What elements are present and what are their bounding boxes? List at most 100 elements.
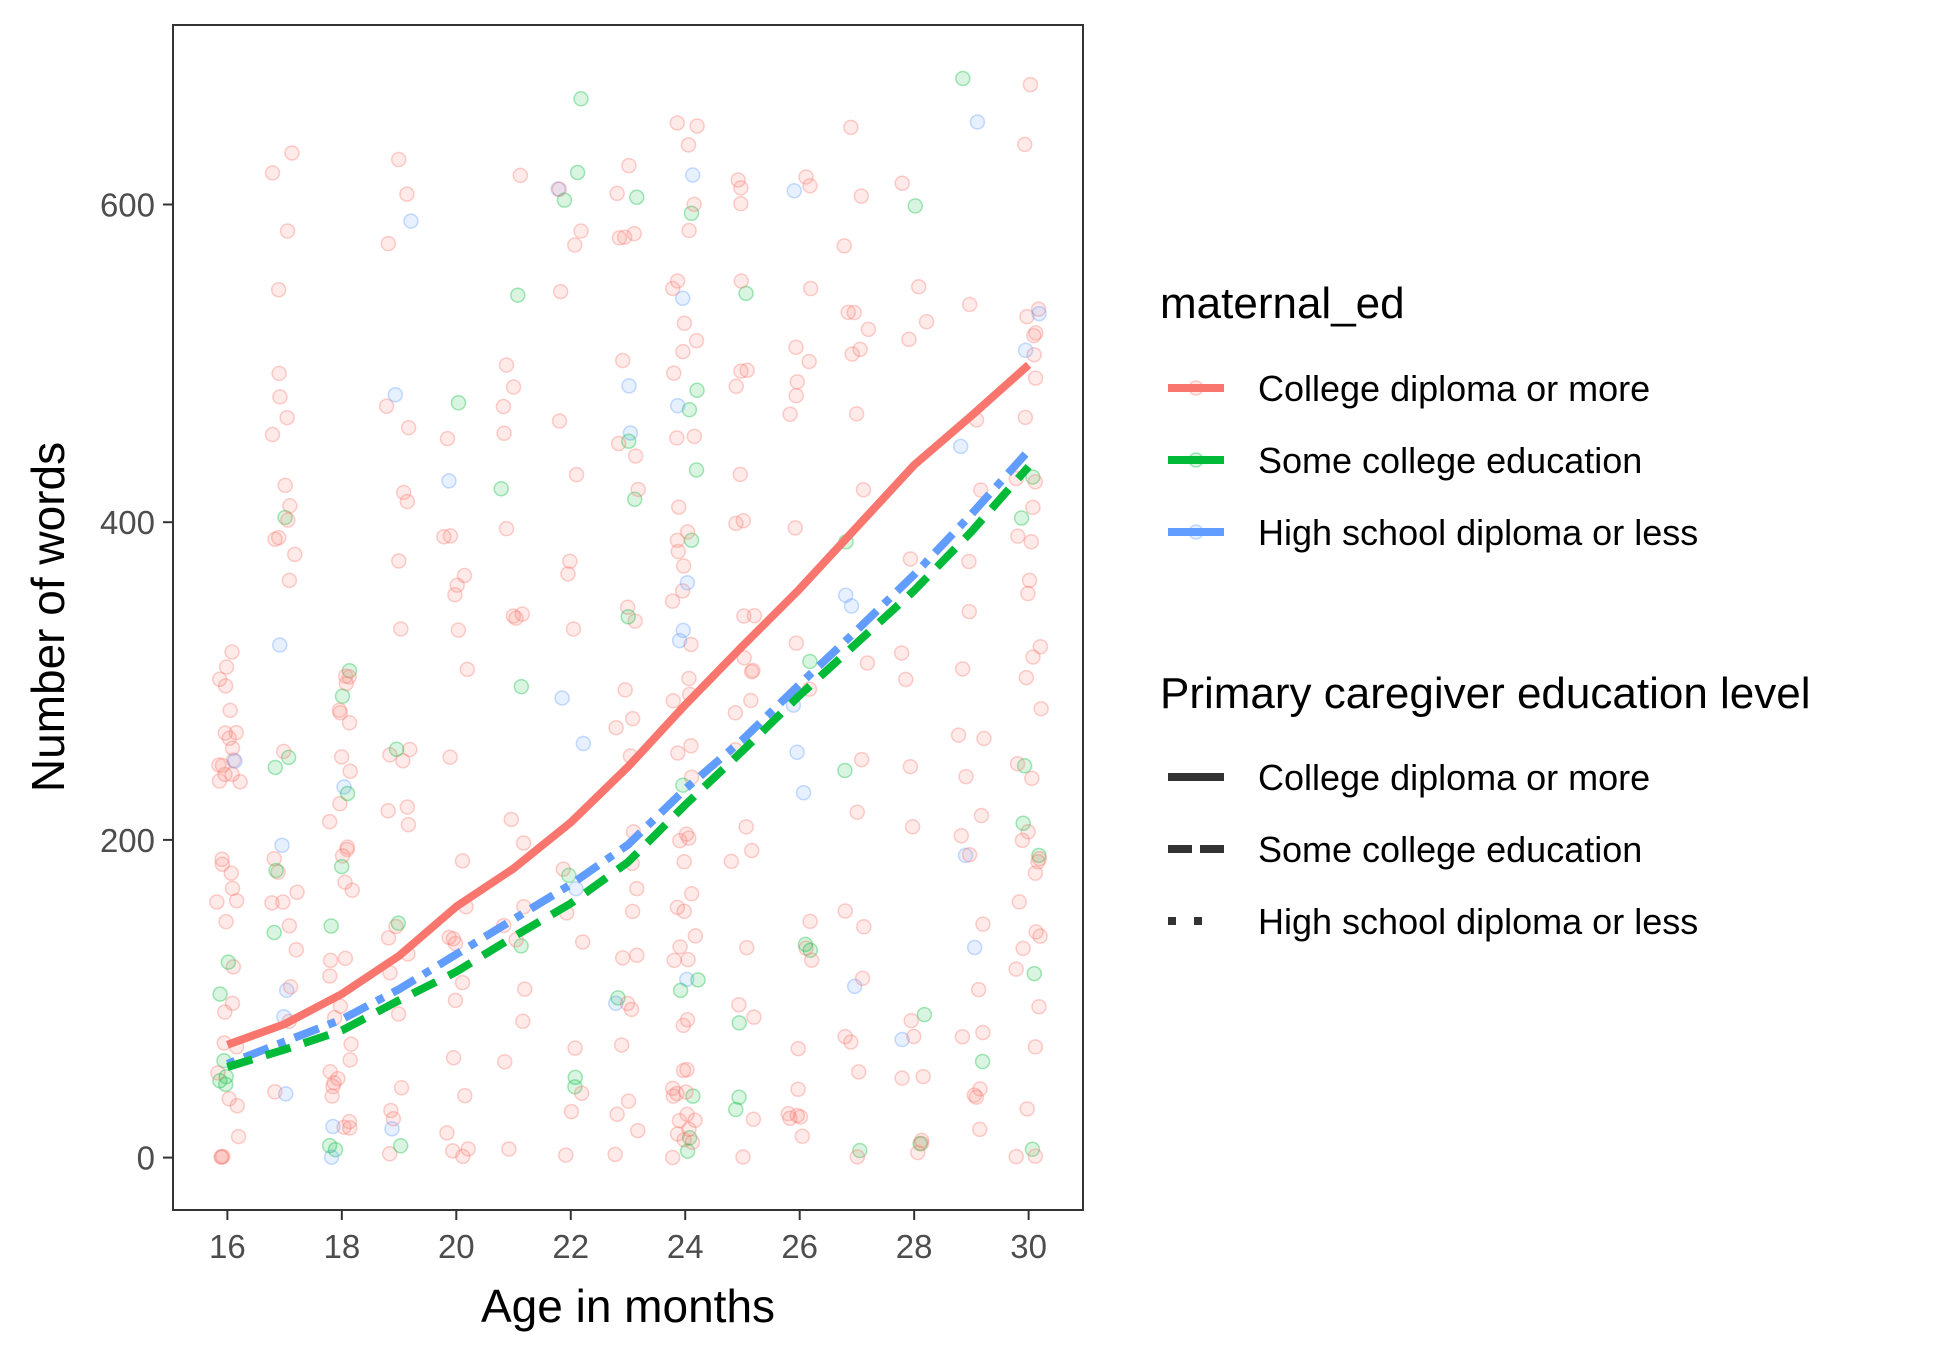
- scatter-point: [627, 448, 644, 464]
- scatter-point: [780, 1105, 797, 1122]
- scatter-point: [727, 705, 744, 721]
- scatter-point: [968, 1089, 985, 1105]
- scatter-point: [961, 296, 978, 313]
- scatter-point: [441, 929, 457, 946]
- scatter-point: [341, 715, 358, 731]
- scatter-point: [801, 353, 817, 370]
- scatter-point: [325, 1078, 341, 1095]
- scatter-point: [1016, 758, 1033, 774]
- scatter-point: [280, 749, 297, 766]
- scatter-point: [607, 1146, 623, 1163]
- scatter-point: [733, 363, 749, 379]
- scatter-point: [1015, 815, 1031, 831]
- scatter-point: [918, 313, 935, 330]
- scatter-point: [326, 1075, 342, 1091]
- scatter-point: [1013, 510, 1030, 526]
- scatter-point: [849, 1149, 866, 1165]
- scatter-point: [218, 659, 235, 675]
- scatter-point: [1025, 469, 1041, 485]
- scatter-point: [390, 915, 407, 931]
- scatter-point: [550, 181, 566, 197]
- scatter-point: [669, 430, 685, 446]
- scatter-point: [683, 532, 700, 549]
- scatter-point: [214, 757, 231, 774]
- scatter-point: [212, 1072, 228, 1089]
- scatter-point: [515, 835, 532, 851]
- scatter-point: [675, 343, 691, 360]
- scatter-point: [217, 1004, 233, 1020]
- scatter-point: [912, 1135, 928, 1152]
- scatter-point: [1032, 638, 1049, 655]
- scatter-point: [675, 290, 691, 306]
- scatter-point: [746, 607, 763, 624]
- scatter-point: [380, 235, 397, 252]
- scatter-point: [574, 934, 591, 950]
- scatter-point: [786, 183, 802, 199]
- scatter-point: [1015, 940, 1031, 957]
- scatter-point: [270, 282, 287, 298]
- scatter-point: [567, 1079, 583, 1095]
- scatter-point: [447, 935, 464, 952]
- x-tick-label: 26: [781, 1228, 818, 1265]
- scatter-point: [232, 773, 248, 790]
- scatter-point: [679, 971, 695, 988]
- scatter-point: [332, 795, 348, 812]
- scatter-point: [679, 1143, 696, 1159]
- scatter-point: [279, 223, 296, 239]
- scatter-point: [790, 1040, 806, 1057]
- scatter-point: [211, 671, 228, 688]
- scatter-point: [323, 918, 339, 934]
- scatter-point: [837, 903, 853, 919]
- scatter-point: [217, 766, 233, 783]
- scatter-point: [1018, 669, 1035, 686]
- scatter-point: [843, 598, 860, 614]
- scatter-point: [1022, 76, 1039, 93]
- scatter-point: [787, 520, 804, 536]
- scatter-point: [669, 115, 686, 131]
- scatter-point: [961, 603, 977, 620]
- scatter-point: [730, 172, 746, 188]
- scatter-point: [855, 482, 872, 498]
- scatter-point: [573, 1085, 590, 1101]
- scatter-point: [972, 482, 989, 498]
- scatter-point: [961, 847, 978, 863]
- scatter-point: [743, 663, 760, 680]
- scatter-point: [689, 118, 705, 134]
- scatter-point: [1026, 327, 1042, 344]
- scatter-point: [624, 710, 641, 727]
- scatter-point: [792, 1109, 809, 1125]
- scatter-point: [230, 1128, 247, 1145]
- fit-line-solid: [226, 361, 1032, 1049]
- scatter-point: [442, 749, 458, 765]
- scatter-point: [679, 1061, 695, 1078]
- y-axis-title: Number of words: [22, 442, 74, 792]
- scatter-point: [728, 378, 744, 395]
- scatter-point: [913, 1132, 930, 1149]
- scatter-point: [838, 587, 854, 603]
- scatter-point: [1032, 928, 1048, 944]
- scatter-point: [670, 745, 686, 761]
- scatter-point: [214, 851, 230, 868]
- scatter-point: [267, 531, 283, 547]
- scatter-point: [843, 119, 859, 136]
- scatter-point: [1008, 1148, 1024, 1165]
- scatter-point: [567, 1040, 583, 1056]
- scatter-point: [224, 766, 240, 783]
- scatter-point: [324, 1088, 340, 1104]
- scatter-point: [272, 389, 288, 405]
- scatter-point: [802, 913, 818, 930]
- scatter-point: [381, 1146, 398, 1162]
- scatter-point: [337, 874, 353, 890]
- scatter-point: [952, 438, 969, 455]
- scatter-point: [225, 752, 242, 768]
- scatter-point: [341, 1113, 358, 1130]
- scatter-point: [683, 205, 700, 222]
- scatter-point: [627, 613, 643, 629]
- scatter-point: [573, 223, 589, 239]
- scatter-point: [562, 553, 578, 569]
- scatter-point: [447, 586, 463, 603]
- scatter-point: [382, 747, 398, 763]
- x-tick-label: 20: [438, 1228, 475, 1265]
- scatter-point: [457, 1087, 473, 1104]
- scatter-point: [331, 702, 348, 718]
